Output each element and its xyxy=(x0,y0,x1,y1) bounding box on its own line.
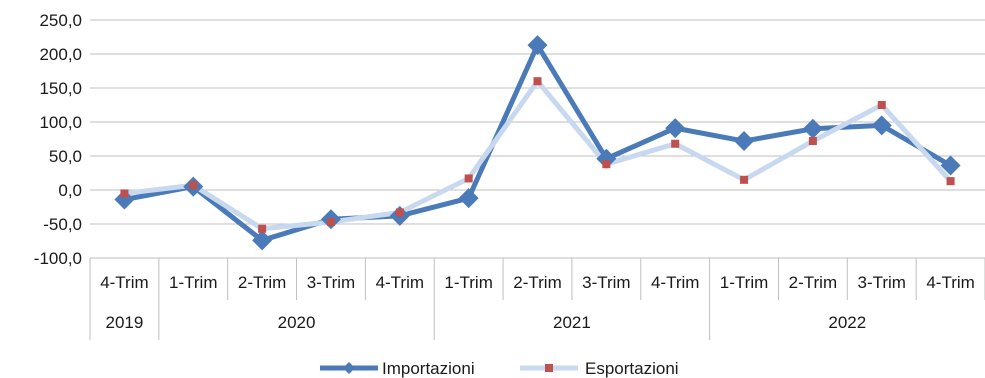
x-tick-label: 4-Trim xyxy=(100,273,148,292)
data-point-esportazioni xyxy=(120,189,129,198)
data-point-importazioni xyxy=(596,148,617,169)
x-axis: 4-Trim 1-Trim 2-Trim 3-Trim 4-Trim 1-Trim 2-Tr… xyxy=(89,258,985,340)
x-tick-label: 4-Trim xyxy=(376,273,424,292)
legend-label: Esportazioni xyxy=(585,359,679,378)
legend-label: Importazioni xyxy=(382,359,475,378)
x-tick-label: 4-Trim xyxy=(651,273,699,292)
y-axis: 250,0 200,0 150,0 100,0 50,0 0,0 -50,0 -100,0 xyxy=(34,11,82,268)
y-tick-label: 100,0 xyxy=(39,113,82,132)
x-tick-label: 2-Trim xyxy=(789,273,837,292)
x-tick-label: 4-Trim xyxy=(926,273,974,292)
year-label: 2021 xyxy=(553,313,591,332)
data-point-importazioni xyxy=(802,118,823,139)
data-point-importazioni xyxy=(665,118,686,139)
data-point-esportazioni xyxy=(258,224,267,233)
x-tick-label: 3-Trim xyxy=(857,273,905,292)
x-tick-label: 3-Trim xyxy=(307,273,355,292)
y-tick-label: -100,0 xyxy=(34,249,82,268)
data-point-importazioni xyxy=(458,188,479,209)
y-tick-label: 150,0 xyxy=(39,79,82,98)
series-line-esportazioni xyxy=(124,78,953,232)
data-point-importazioni xyxy=(114,189,135,210)
legend-marker xyxy=(343,362,355,374)
data-point-esportazioni xyxy=(877,101,886,109)
year-label: 2022 xyxy=(828,313,866,332)
y-tick-label: 200,0 xyxy=(39,45,82,64)
data-point-esportazioni xyxy=(671,139,680,148)
y-tick-label: 50,0 xyxy=(49,147,82,166)
data-point-esportazioni xyxy=(808,137,817,146)
year-label: 2020 xyxy=(278,313,316,332)
x-tick-label: 1-Trim xyxy=(169,273,217,292)
year-label: 2019 xyxy=(106,313,144,332)
data-point-esportazioni xyxy=(189,181,198,190)
y-tick-label: 0,0 xyxy=(58,181,82,200)
data-point-esportazioni xyxy=(946,177,955,186)
data-point-importazioni xyxy=(734,131,755,152)
data-point-esportazioni xyxy=(533,77,542,86)
data-point-esportazioni xyxy=(740,175,749,184)
y-tick-label: -50,0 xyxy=(43,215,82,234)
series-lines xyxy=(114,35,961,251)
data-point-importazioni xyxy=(252,230,273,251)
x-tick-label: 1-Trim xyxy=(720,273,768,292)
data-point-esportazioni xyxy=(395,208,404,217)
gridlines xyxy=(90,19,985,259)
x-tick-label: 2-Trim xyxy=(238,273,286,292)
x-tick-label: 2-Trim xyxy=(513,273,561,292)
y-tick-label: 250,0 xyxy=(39,11,82,30)
data-point-importazioni xyxy=(940,155,961,176)
data-point-esportazioni xyxy=(326,217,335,226)
data-point-importazioni xyxy=(527,35,548,56)
legend: Importazioni Esportazioni xyxy=(320,359,679,378)
legend-marker xyxy=(545,364,553,372)
x-tick-label: 3-Trim xyxy=(582,273,630,292)
data-point-esportazioni xyxy=(602,160,611,169)
x-tick-label: 1-Trim xyxy=(444,273,492,292)
series-line-importazioni xyxy=(123,42,952,243)
data-point-esportazioni xyxy=(464,174,473,183)
data-point-importazioni xyxy=(871,115,892,136)
